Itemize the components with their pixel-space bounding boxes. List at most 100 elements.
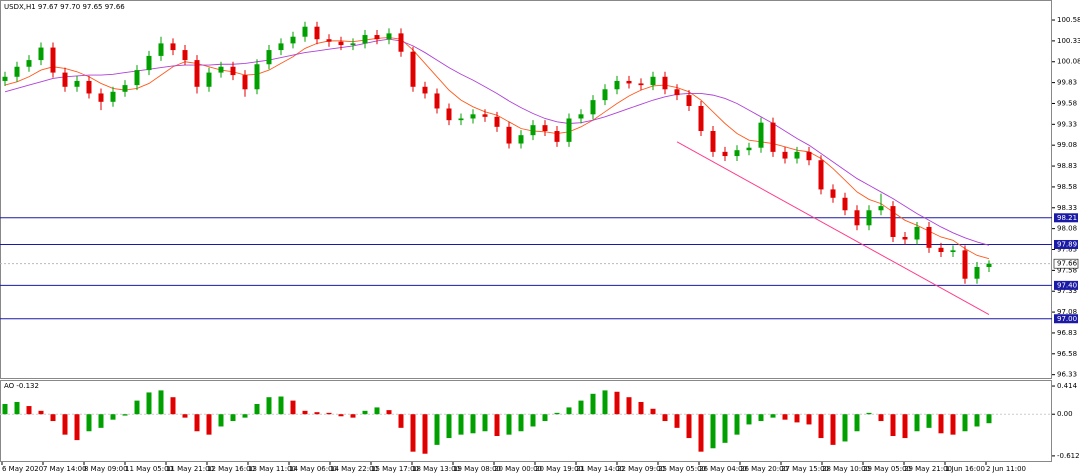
candle-body — [74, 80, 80, 87]
candle-body — [854, 210, 860, 226]
level-box — [1054, 213, 1078, 223]
candle-body — [878, 206, 884, 211]
ao-bar — [398, 414, 404, 428]
x-tick-label: 29 May 21:00 — [904, 465, 952, 473]
y-tick-label: 0.414 — [1057, 382, 1078, 390]
ao-bar — [698, 414, 704, 452]
x-tick-label: 25 May 05:00 — [658, 465, 706, 473]
candle-body — [782, 151, 788, 159]
y-tick-label: 98.58 — [1057, 183, 1077, 191]
ao-bar — [410, 414, 416, 452]
candle-body — [842, 197, 848, 211]
ao-bar — [98, 414, 104, 428]
ao-bar — [842, 414, 848, 442]
candle-body — [158, 43, 164, 56]
candle-body — [638, 83, 644, 86]
candle-body — [2, 76, 8, 81]
y-tick-label: 97.08 — [1057, 308, 1077, 316]
candle-body — [710, 131, 716, 152]
ao-bar — [530, 414, 536, 427]
candle-body — [14, 66, 20, 77]
ao-bar — [386, 410, 392, 415]
candle-body — [230, 66, 236, 76]
candle-body — [602, 89, 608, 101]
ao-bar — [686, 414, 692, 439]
ao-bar — [62, 414, 68, 435]
ao-bar — [146, 392, 152, 415]
y-tick-label: 99.58 — [1057, 99, 1077, 107]
ao-bar — [170, 397, 176, 415]
ao-bar — [818, 414, 824, 439]
ao-bar — [926, 414, 932, 428]
candle-body — [182, 50, 188, 61]
candle-body — [722, 151, 728, 157]
ao-bar — [446, 414, 452, 439]
candle-body — [266, 50, 272, 65]
candle-body — [458, 118, 464, 121]
candle-body — [830, 189, 836, 198]
candle-body — [494, 116, 500, 127]
ao-bar — [50, 414, 56, 422]
candle-body — [758, 122, 764, 148]
ao-bar — [230, 414, 236, 422]
y-tick-label: 96.58 — [1057, 350, 1077, 358]
x-tick-label: 8 May 09:00 — [84, 465, 128, 473]
ao-bar — [914, 414, 920, 432]
ao-title: AO -0.132 — [4, 382, 39, 390]
candle-body — [986, 263, 992, 268]
candle-body — [170, 43, 176, 51]
candle-body — [662, 76, 668, 90]
candle-body — [686, 95, 692, 106]
ao-bar — [290, 400, 296, 415]
ao-bar — [674, 414, 680, 428]
candle-body — [566, 118, 572, 142]
candle-body — [398, 33, 404, 52]
last-price-label: 97.66 — [1057, 260, 1078, 268]
candle-body — [38, 47, 44, 61]
candle-body — [554, 131, 560, 142]
candle-body — [650, 76, 656, 86]
candle-body — [206, 72, 212, 87]
candle-body — [950, 250, 956, 252]
candle-body — [542, 125, 548, 132]
candle-body — [446, 108, 452, 121]
candle-body — [746, 147, 752, 151]
ao-bar — [902, 414, 908, 439]
candle-body — [974, 267, 980, 279]
ao-bar — [218, 414, 224, 427]
candle-body — [146, 55, 152, 71]
ao-bar — [938, 414, 944, 434]
ao-bar — [194, 414, 200, 432]
candle-body — [674, 89, 680, 96]
candle-body — [518, 135, 524, 144]
ao-bar — [974, 414, 980, 427]
candle-body — [218, 66, 224, 73]
candle-body — [914, 226, 920, 240]
y-tick-label: 96.33 — [1057, 371, 1077, 379]
candle-body — [326, 39, 332, 42]
ao-panel — [0, 380, 1052, 462]
candle-body — [926, 226, 932, 248]
candle-body — [770, 122, 776, 152]
candle-body — [86, 80, 92, 94]
ao-bar — [86, 414, 92, 432]
ao-bar — [854, 414, 860, 432]
ao-bar — [314, 412, 320, 415]
x-tick-label: 29 May 05:00 — [863, 465, 911, 473]
x-tick-label: 28 May 10:00 — [822, 465, 870, 473]
y-tick-label: -0.612 — [1057, 452, 1080, 460]
candle-body — [578, 114, 584, 119]
ao-bar — [266, 397, 272, 415]
ao-bar — [434, 414, 440, 445]
x-tick-label: 15 May 17:00 — [371, 465, 419, 473]
y-tick-label: 97.58 — [1057, 266, 1077, 274]
ao-bar — [566, 407, 572, 415]
candle-body — [350, 43, 356, 46]
x-tick-label: 11 May 21:00 — [166, 465, 214, 473]
ao-bar — [254, 404, 260, 415]
ao-bar — [602, 390, 608, 415]
x-tick-label: 20 May 00:00 — [494, 465, 542, 473]
ao-bar — [506, 414, 512, 435]
y-tick-label: 98.33 — [1057, 204, 1077, 212]
x-tick-label: 27 May 15:00 — [781, 465, 829, 473]
